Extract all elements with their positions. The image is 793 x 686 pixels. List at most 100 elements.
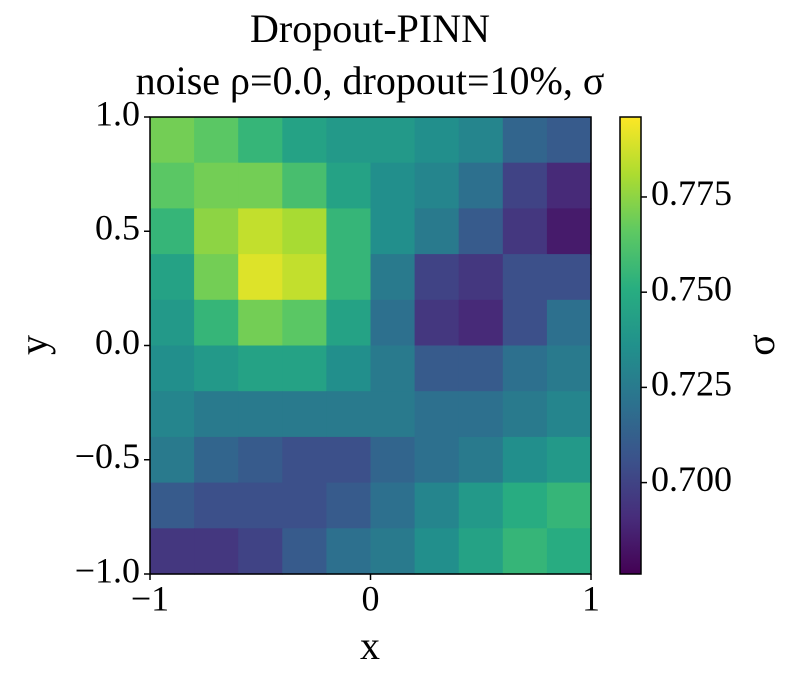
heatmap-cell [194,117,239,164]
heatmap-cell [194,436,239,484]
heatmap-cell [238,345,283,392]
x-tick-label: 1 [582,578,600,618]
heatmap-cell [150,482,195,529]
heatmap-cell [282,162,327,209]
heatmap-cell [282,436,327,484]
heatmap-cell [326,482,372,529]
heatmap-cell [546,117,592,164]
heatmap-cell [458,345,504,392]
heatmap-cell [370,162,416,209]
heatmap-cell [370,117,416,164]
heatmap-cell [370,482,416,529]
heatmap-cell [150,117,195,164]
heatmap-cell [458,208,504,255]
heatmap-cell [282,482,327,529]
heatmap-cell [458,254,504,301]
heatmap-cell [238,117,283,164]
heatmap-cell [458,528,504,575]
y-tick-label: 1.0 [95,93,140,133]
heatmap-cell [414,299,460,347]
heatmap-cell [238,254,283,301]
heatmap-cell [414,391,460,438]
chart-subtitle: noise ρ=0.0, dropout=10%, σ [136,58,605,103]
heatmap-cell [458,436,504,484]
heatmap-cell [546,391,592,438]
heatmap-cell [326,436,372,484]
heatmap-cell [414,208,460,255]
y-tick-label: 0.0 [95,322,140,362]
heatmap-cell [150,391,195,438]
heatmap-cell [370,254,416,301]
x-tick-label: −1 [131,578,169,618]
heatmap-cell [414,345,460,392]
heatmap-cell [326,117,372,164]
colorbar-label: σ [738,334,783,356]
heatmap-cell [326,528,372,575]
heatmap-cell [150,208,195,255]
heatmap-cell [238,299,283,347]
heatmap-cell [194,482,239,529]
heatmap-cell [502,436,548,484]
heatmap-cell [238,482,283,529]
heatmap-cell [458,299,504,347]
heatmap-cell [150,528,195,575]
heatmap-cell [326,254,372,301]
heatmap-cell [194,528,239,575]
heatmap-cell [546,254,592,301]
heatmap-cell [238,208,283,255]
heatmap-cell [238,391,283,438]
heatmap-cell [458,482,504,529]
heatmap-cell [194,254,239,301]
heatmap-cell [502,208,548,255]
y-tick-label: −1.0 [75,550,140,590]
heatmap-cell [414,436,460,484]
heatmap-cell [282,254,327,301]
heatmap-cell [502,528,548,575]
heatmap-cell [414,254,460,301]
heatmap-cell [502,299,548,347]
heatmap-cell [502,345,548,392]
heatmap-cell [282,208,327,255]
heatmap-cell [502,117,548,164]
heatmap-cell [282,117,327,164]
heatmap-cell [546,528,592,575]
colorbar [619,116,642,575]
heatmap-cell [502,254,548,301]
heatmap-cell [194,299,239,347]
colorbar-tick-label: 0.700 [651,459,732,499]
y-tick-label: −0.5 [75,436,140,476]
heatmap-cell [458,391,504,438]
heatmap-cell [546,436,592,484]
heatmap-cell [414,162,460,209]
heatmap-cell [282,391,327,438]
heatmap-cell [326,391,372,438]
heatmap-cell [370,299,416,347]
heatmap-cell [194,162,239,209]
heatmap-cell [370,391,416,438]
heatmap-cell [370,345,416,392]
heatmap-cell [414,117,460,164]
heatmap-cell [414,528,460,575]
heatmap-cell [194,345,239,392]
heatmap-cell [150,162,195,209]
y-axis-label: y [11,335,56,355]
heatmap-cell [458,162,504,209]
heatmap-cell [326,208,372,255]
heatmap-cell [238,162,283,209]
heatmap-cell [546,208,592,255]
heatmap-cell [238,528,283,575]
x-tick-label: 0 [362,578,380,618]
heatmap-cell [326,345,372,392]
heatmap-cell [150,254,195,301]
heatmap-cell [546,482,592,529]
heatmap-cell [282,528,327,575]
heatmap-cell [502,391,548,438]
heatmap-cell [458,117,504,164]
heatmap-cell [502,482,548,529]
heatmap-cell [326,299,372,347]
heatmap-cell [150,299,195,347]
heatmap-cell [194,391,239,438]
colorbar-tick-label: 0.775 [651,173,732,213]
colorbar-tick-label: 0.725 [651,364,732,404]
